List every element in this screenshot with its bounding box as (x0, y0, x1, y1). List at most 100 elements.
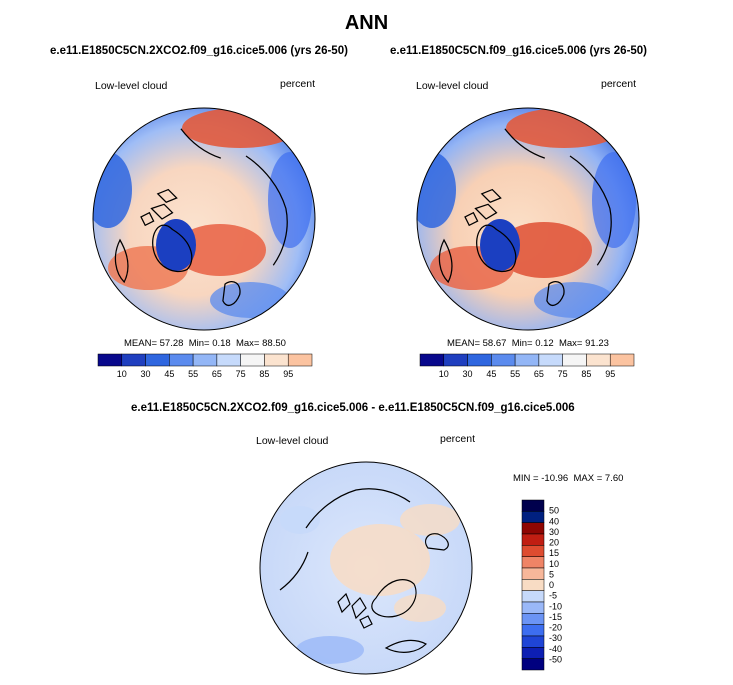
panel-diff-colorbar-box (521, 590, 545, 603)
panel-right-colorbar-box (467, 353, 492, 367)
panel-right-colorbar-box (538, 353, 563, 367)
panel-left-colorbar-tick-label: 75 (236, 369, 246, 379)
panel-diff-colorbar-tick-label: -15 (549, 612, 562, 622)
panel-left-case-title: e.e11.E1850C5CN.2XCO2.f09_g16.cice5.006 … (50, 45, 348, 57)
panel-right-colorbar-tick-label: 85 (581, 369, 591, 379)
panel-right-min-label: Min= (511, 338, 533, 349)
panel-right-colorbar-box (491, 353, 516, 367)
panel-right-field-canada-low (592, 152, 636, 248)
panel-diff-colorbar-box (521, 613, 545, 625)
panel-left-map (92, 107, 316, 331)
panel-diff-min-value: -10.96 (541, 473, 569, 484)
panel-left-colorbar-box (216, 353, 241, 367)
figure-title: ANN (344, 12, 389, 34)
panel-diff-colorbar-box (521, 545, 545, 557)
panel-right-stats: MEAN= 58.67 Min= 0.12 Max= 91.23 (447, 338, 609, 349)
panel-left-colorbar-box (169, 353, 194, 367)
panel-diff-colorbar-tick-label: -30 (549, 633, 562, 643)
panel-diff-colorbar-tick-label: 5 (549, 569, 554, 579)
panel-left-max-value: 88.50 (262, 338, 286, 349)
panel-left-variable-label: Low-level cloud (95, 80, 168, 92)
panel-right-field-atlantic-high (496, 222, 592, 278)
panel-left-colorbar-box (145, 353, 170, 367)
panel-left-colorbar-tick-label: 85 (259, 369, 269, 379)
panel-diff-colorbar-tick-label: -50 (549, 654, 562, 664)
panel-diff-colorbar-box (521, 601, 545, 614)
panel-diff-colorbar-box (521, 635, 545, 648)
panel-diff-colorbar-box (521, 579, 545, 591)
panel-left-colorbar-box (192, 353, 218, 367)
panel-left-mean-value: 57.28 (159, 338, 184, 349)
panel-right-colorbar-tick-label: 95 (605, 369, 615, 379)
panel-left-mean-label: MEAN= (124, 338, 157, 349)
panel-right-max-value: 91.23 (585, 338, 609, 349)
panel-diff-colorbar-box (521, 533, 545, 546)
panel-left-stats: MEAN= 57.28 Min= 0.18 Max= 88.50 (124, 338, 286, 349)
panel-diff-variable-label: Low-level cloud (256, 435, 329, 447)
panel-right-max-label: Max= (558, 338, 583, 349)
panel-right-colorbar-tick-label: 55 (510, 369, 520, 379)
panel-right-colorbar-tick-label: 75 (558, 369, 568, 379)
panel-right-field-europe-low (534, 282, 614, 318)
panel-right-mean-label: MEAN= (447, 338, 480, 349)
panel-left-colorbar: 10 30 45 55 65 75 85 95 (97, 353, 313, 379)
panel-left-colorbar-tick-label: 95 (283, 369, 293, 379)
panel-diff-max-label: MAX = (573, 473, 603, 484)
panel-diff-colorbar-box (521, 658, 545, 671)
panel-left-field-canada-low (268, 152, 312, 248)
panel-diff-colorbar-box (521, 567, 545, 580)
panel-right-colorbar-tick-label: 10 (439, 369, 449, 379)
panel-left-colorbar-box (97, 353, 123, 367)
panel-diff-colorbar-box (521, 647, 545, 659)
panel-diff-case-title: e.e11.E1850C5CN.2XCO2.f09_g16.cice5.006 … (131, 402, 575, 414)
panel-diff-colorbar-tick-label: 50 (549, 506, 559, 516)
panel-right-colorbar-box (609, 353, 635, 367)
panel-diff-colorbar-box (521, 522, 545, 535)
panel-left-colorbar-box (121, 353, 146, 367)
panel-right-map-border (416, 107, 640, 331)
panel-right-case-title: e.e11.E1850C5CN.f09_g16.cice5.006 (yrs 2… (390, 45, 648, 57)
panel-diff-stats: MIN = -10.96 MAX = 7.60 (513, 473, 623, 484)
panel-diff-field-se-positive (394, 594, 446, 622)
panel-right-field-greenland-low (480, 219, 520, 271)
panel-diff-field-w-negative (280, 506, 320, 534)
panel-diff-colorbar-box (521, 624, 545, 637)
panel-left-colorbar-box (240, 353, 265, 367)
panel-left-min-label: Min= (188, 338, 210, 349)
panel-left-colorbar-tick-label: 45 (164, 369, 174, 379)
panel-diff-colorbar-tick-label: 20 (549, 538, 559, 548)
panel-left-field-atlantic-high (174, 224, 266, 276)
panel-left-colorbar-box (287, 353, 313, 367)
panel-right-units-label: percent (601, 78, 637, 90)
panel-right-colorbar-tick-label: 65 (534, 369, 544, 379)
panel-right-map (416, 107, 640, 331)
panel-diff-colorbar-tick-label: -40 (549, 644, 562, 654)
panel-diff-colorbar-tick-label: 40 (549, 516, 559, 526)
panel-left-units-label: percent (280, 78, 316, 90)
panel-left-map-border (92, 107, 316, 331)
panel-left-colorbar-tick-label: 55 (188, 369, 198, 379)
panel-diff-colorbar-box (521, 511, 545, 523)
panel-left-colorbar-tick-label: 65 (212, 369, 222, 379)
panel-left-colorbar-box (264, 353, 289, 367)
panel-diff-map (259, 461, 473, 675)
panel-left-min-value: 0.18 (212, 338, 231, 349)
panel-diff-min-label: MIN = (513, 473, 539, 484)
panel-right-colorbar-box (443, 353, 468, 367)
panel-left-field-greenland-low (156, 219, 196, 271)
panel-right-colorbar-box (419, 353, 445, 367)
panel-right-variable-label: Low-level cloud (416, 80, 489, 92)
panel-right-colorbar: 10 30 45 55 65 75 85 95 (419, 353, 635, 379)
panel-diff-units-label: percent (440, 433, 476, 445)
panel-right-colorbar-box (514, 353, 540, 367)
panel-left-colorbar-tick-label: 30 (141, 369, 151, 379)
panel-diff-colorbar-tick-label: -5 (549, 591, 557, 601)
panel-diff-max-value: 7.60 (604, 473, 624, 484)
panel-diff-colorbar-tick-label: -10 (549, 601, 562, 611)
panel-diff-colorbar-box (521, 556, 545, 569)
panel-diff-colorbar-tick-label: 15 (549, 548, 559, 558)
panel-diff-map-border (259, 461, 473, 675)
panel-diff-colorbar-box (521, 499, 545, 512)
